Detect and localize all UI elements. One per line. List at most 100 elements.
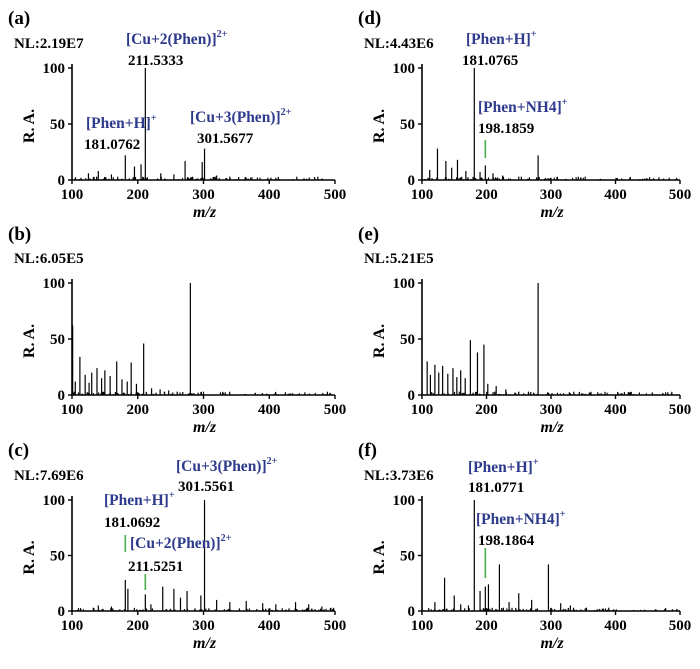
- annotation-mz: 211.5251: [128, 559, 183, 575]
- y-tick-label: 50: [400, 117, 415, 133]
- panel-label: (e): [358, 224, 379, 245]
- x-tick-label: 300: [192, 402, 215, 418]
- annotation-mz: 301.5677: [197, 131, 254, 147]
- nl-label: NL:2.19E7: [14, 36, 84, 52]
- x-tick-label: 500: [669, 402, 692, 418]
- annotation-ion-name: [Cu+3(Phen)]: [176, 458, 267, 475]
- annotation-ion: [Cu+2(Phen)]2+: [126, 29, 228, 48]
- panel-c: (c) NL:7.69E6 0 50 100 100 200 300 400 500 R. A. m/…: [8, 440, 346, 652]
- annotation-mz: 301.5561: [178, 479, 234, 495]
- annotation-ion: [Phen+H]+: [468, 457, 539, 476]
- y-tick-label: 0: [58, 604, 66, 620]
- y-tick-label: 50: [50, 549, 65, 565]
- x-tick-label: 400: [604, 402, 627, 418]
- x-axis-label: m/z: [540, 635, 564, 652]
- y-tick-label: 0: [58, 173, 66, 189]
- y-tick-label: 100: [43, 493, 66, 509]
- panel-d: (d) NL:4.43E6 0 50 100 100 200 300 400 500 R. A. m/…: [358, 8, 691, 221]
- annotation-ion-name: [Phen+H]: [468, 459, 533, 476]
- y-axis-label: R. A.: [371, 324, 388, 358]
- x-tick-label: 300: [192, 187, 215, 203]
- x-axis-label: m/z: [540, 204, 564, 221]
- annotation-ion: [Phen+H]+: [466, 29, 537, 48]
- x-axis-label: m/z: [193, 204, 217, 221]
- y-tick-label: 0: [408, 173, 416, 189]
- x-tick-label: 100: [411, 187, 434, 203]
- annotation-ion-charge: 2+: [221, 533, 232, 544]
- nl-label: NL:7.69E6: [14, 468, 84, 484]
- y-axis-label: R. A.: [371, 540, 388, 574]
- annotation-mz: 181.0762: [84, 137, 140, 153]
- panel-b: (b) NL:6.05E5 0 50 100 100 200 300 400 500 R. A. m/…: [8, 224, 346, 436]
- annotation-ion: [Phen+NH4]+: [478, 97, 568, 116]
- panel-label: (a): [8, 8, 30, 29]
- x-tick-label: 100: [61, 618, 84, 634]
- panel-label: (c): [8, 440, 29, 461]
- nl-label: NL:4.43E6: [364, 36, 434, 52]
- x-tick-label: 200: [127, 402, 150, 418]
- y-tick-label: 50: [400, 332, 415, 348]
- annotation-ion: [Phen+NH4]+: [476, 509, 566, 528]
- panel-label: (f): [358, 440, 377, 461]
- x-tick-label: 400: [258, 402, 281, 418]
- y-axis-label: R. A.: [371, 109, 388, 143]
- y-tick-label: 0: [408, 388, 416, 404]
- annotation-ion-charge: +: [533, 457, 539, 468]
- panel-e: (e) NL:5.21E5 0 50 100 100 200 300 400 500 R. A. m/…: [358, 224, 691, 436]
- annotation-mz: 181.0771: [468, 480, 524, 496]
- y-axis-label: R. A.: [21, 109, 38, 143]
- annotation-mz: 181.0692: [104, 515, 160, 531]
- x-tick-label: 100: [61, 402, 84, 418]
- x-axis-label: m/z: [193, 419, 217, 436]
- x-tick-label: 400: [258, 618, 281, 634]
- x-tick-label: 500: [324, 402, 347, 418]
- annotation-ion: [Cu+2(Phen)]2+: [130, 533, 232, 552]
- annotation-mz: 181.0765: [462, 53, 518, 69]
- panel-label: (b): [8, 224, 31, 245]
- x-axis-label: m/z: [193, 635, 217, 652]
- x-tick-label: 400: [604, 187, 627, 203]
- annotation-mz: 198.1864: [478, 533, 535, 549]
- x-tick-label: 200: [475, 402, 498, 418]
- x-tick-label: 200: [475, 187, 498, 203]
- annotation-ion: [Cu+3(Phen)]2+: [190, 107, 292, 126]
- y-tick-label: 50: [400, 549, 415, 565]
- annotation-ion-charge: +: [562, 97, 568, 108]
- x-tick-label: 100: [411, 402, 434, 418]
- y-tick-label: 100: [393, 493, 416, 509]
- x-tick-label: 300: [540, 618, 563, 634]
- annotation-ion-name: [Cu+2(Phen)]: [126, 31, 217, 48]
- annotation-mz: 211.5333: [128, 53, 183, 69]
- annotation-ion-name: [Phen+H]: [104, 492, 169, 509]
- annotation-ion-name: [Cu+3(Phen)]: [190, 109, 281, 126]
- annotation-ion-charge: 2+: [281, 107, 292, 118]
- x-tick-label: 300: [192, 618, 215, 634]
- nl-label: NL:6.05E5: [14, 251, 84, 267]
- annotation-ion: [Cu+3(Phen)]2+: [176, 456, 278, 475]
- panel-f: (f) NL:3.73E6 0 50 100 100 200 300 400 500 R. A. m/…: [358, 440, 691, 652]
- x-tick-label: 200: [127, 618, 150, 634]
- annotation-ion-name: [Phen+NH4]: [478, 99, 562, 116]
- x-tick-label: 500: [324, 187, 347, 203]
- x-tick-label: 500: [669, 187, 692, 203]
- annotation-ion-name: [Cu+2(Phen)]: [130, 535, 221, 552]
- x-tick-label: 300: [540, 187, 563, 203]
- x-tick-label: 300: [540, 402, 563, 418]
- annotation-ion-charge: +: [531, 29, 537, 40]
- x-tick-label: 100: [411, 618, 434, 634]
- y-tick-label: 50: [50, 332, 65, 348]
- x-tick-label: 400: [258, 187, 281, 203]
- y-tick-label: 50: [50, 117, 65, 133]
- annotation-ion-name: [Phen+NH4]: [476, 511, 560, 528]
- annotation-ion-charge: +: [560, 509, 566, 520]
- x-axis-label: m/z: [540, 419, 564, 436]
- y-tick-label: 0: [58, 388, 66, 404]
- annotation-ion-charge: +: [151, 113, 157, 124]
- y-axis-label: R. A.: [21, 324, 38, 358]
- x-tick-label: 100: [61, 187, 84, 203]
- panel-a: (a) NL:2.19E7 0 50 100 100 200 300 400 500 R. A. m/…: [8, 8, 346, 221]
- y-axis-label: R. A.: [21, 540, 38, 574]
- annotation-ion-charge: +: [169, 490, 175, 501]
- nl-label: NL:5.21E5: [364, 251, 434, 267]
- y-tick-label: 100: [43, 61, 66, 77]
